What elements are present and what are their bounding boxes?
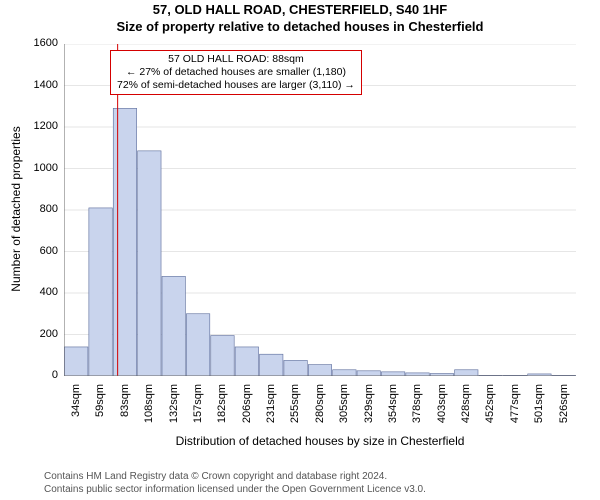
bar <box>284 360 307 376</box>
x-tick-label: 378sqm <box>411 384 423 434</box>
y-tick-label: 600 <box>22 245 58 257</box>
bar <box>260 354 283 376</box>
bar <box>357 371 380 376</box>
x-axis-label: Distribution of detached houses by size … <box>64 434 576 448</box>
y-tick-label: 1400 <box>22 79 58 91</box>
x-tick-label: 305sqm <box>338 384 350 434</box>
footer-attribution: Contains HM Land Registry data © Crown c… <box>44 471 426 496</box>
property-annotation: 57 OLD HALL ROAD: 88sqm ← 27% of detache… <box>110 50 362 95</box>
x-tick-label: 108sqm <box>143 384 155 434</box>
page-title-1: 57, OLD HALL ROAD, CHESTERFIELD, S40 1HF <box>0 2 600 17</box>
x-tick-label: 477sqm <box>509 384 521 434</box>
bar <box>211 336 234 376</box>
bar <box>186 314 209 376</box>
x-tick-label: 83sqm <box>119 384 131 434</box>
x-tick-label: 403sqm <box>436 384 448 434</box>
bar <box>455 370 478 376</box>
bar <box>235 347 258 376</box>
x-tick-label: 526sqm <box>558 384 570 434</box>
x-tick-label: 452sqm <box>484 384 496 434</box>
bar <box>308 365 331 376</box>
x-tick-label: 182sqm <box>216 384 228 434</box>
annot-line-3: 72% of semi-detached houses are larger (… <box>117 79 355 92</box>
bar <box>333 370 356 376</box>
x-tick-label: 329sqm <box>363 384 375 434</box>
x-tick-label: 255sqm <box>289 384 301 434</box>
bar <box>138 151 161 376</box>
bar <box>89 208 112 376</box>
x-tick-label: 59sqm <box>94 384 106 434</box>
bar <box>64 347 87 376</box>
y-tick-label: 1200 <box>22 120 58 132</box>
x-tick-label: 34sqm <box>70 384 82 434</box>
x-tick-label: 501sqm <box>533 384 545 434</box>
bar <box>381 372 404 376</box>
y-tick-label: 1600 <box>22 37 58 49</box>
x-tick-label: 354sqm <box>387 384 399 434</box>
y-tick-label: 400 <box>22 286 58 298</box>
y-axis-label: Number of detached properties <box>9 109 23 309</box>
annot-line-1: 57 OLD HALL ROAD: 88sqm <box>117 53 355 66</box>
x-tick-label: 231sqm <box>265 384 277 434</box>
y-tick-label: 200 <box>22 328 58 340</box>
y-tick-label: 800 <box>22 203 58 215</box>
y-tick-label: 1000 <box>22 162 58 174</box>
bar <box>113 108 136 376</box>
x-tick-label: 132sqm <box>168 384 180 434</box>
x-tick-label: 206sqm <box>241 384 253 434</box>
bar <box>162 276 185 376</box>
y-tick-label: 0 <box>22 369 58 381</box>
x-tick-label: 428sqm <box>460 384 472 434</box>
x-tick-label: 280sqm <box>314 384 326 434</box>
annot-line-2: ← 27% of detached houses are smaller (1,… <box>117 66 355 79</box>
x-tick-label: 157sqm <box>192 384 204 434</box>
footer-line-2: Contains public sector information licen… <box>44 484 426 497</box>
page-title-2: Size of property relative to detached ho… <box>0 19 600 34</box>
footer-line-1: Contains HM Land Registry data © Crown c… <box>44 471 426 484</box>
